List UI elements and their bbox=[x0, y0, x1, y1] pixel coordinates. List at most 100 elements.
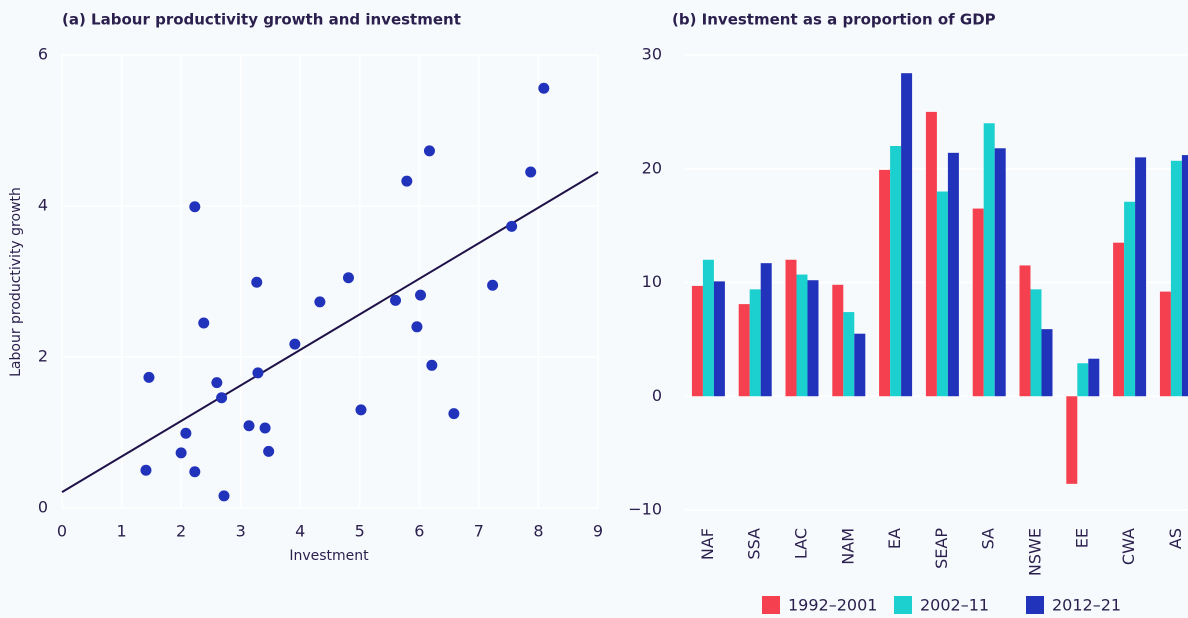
bar bbox=[785, 259, 797, 397]
x-tick-label: EE bbox=[1072, 528, 1091, 548]
bar bbox=[807, 280, 819, 397]
x-tick-label: NAF bbox=[698, 528, 717, 560]
bar bbox=[947, 152, 959, 397]
x-tick-label: 0 bbox=[57, 522, 67, 541]
x-axis-label: Investment bbox=[289, 548, 369, 564]
bar bbox=[901, 73, 913, 397]
x-tick-label: CWA bbox=[1119, 528, 1138, 565]
scatter-point bbox=[401, 175, 413, 187]
bar bbox=[1159, 291, 1171, 397]
x-tick-label: SEAP bbox=[932, 528, 951, 569]
scatter-point bbox=[143, 371, 155, 383]
x-tick-label: SA bbox=[979, 528, 998, 549]
x-tick-label: 1 bbox=[116, 522, 126, 541]
scatter-point bbox=[355, 404, 367, 416]
scatter-point bbox=[415, 289, 427, 301]
legend-label: 1992–2001 bbox=[788, 596, 877, 615]
bar bbox=[796, 274, 808, 397]
legend-label: 2012–21 bbox=[1052, 596, 1121, 615]
scatter-point bbox=[390, 294, 402, 306]
scatter-point bbox=[259, 422, 271, 434]
scatter-point bbox=[189, 201, 201, 213]
scatter-point bbox=[487, 279, 499, 291]
scatter-point bbox=[423, 145, 435, 157]
bar bbox=[1135, 157, 1147, 397]
bar bbox=[1041, 329, 1053, 397]
scatter-point bbox=[140, 464, 152, 476]
scatter-point bbox=[198, 317, 210, 329]
bar bbox=[832, 284, 844, 397]
x-tick-label: 3 bbox=[236, 522, 246, 541]
bar bbox=[713, 281, 725, 397]
bar bbox=[1066, 396, 1078, 484]
bar bbox=[994, 148, 1006, 397]
x-tick-label: 4 bbox=[295, 522, 305, 541]
legend-swatch bbox=[762, 596, 780, 614]
bar bbox=[925, 111, 937, 397]
bar bbox=[1077, 363, 1089, 397]
x-tick-label: 5 bbox=[355, 522, 365, 541]
bar bbox=[1113, 242, 1125, 397]
scatter-point bbox=[211, 377, 223, 389]
y-tick-label: 4 bbox=[38, 196, 48, 215]
x-tick-label: LAC bbox=[792, 528, 811, 559]
bar bbox=[936, 191, 948, 397]
bar bbox=[1181, 155, 1188, 397]
x-tick-label: 9 bbox=[593, 522, 603, 541]
x-tick-label: NSWE bbox=[1026, 528, 1045, 576]
scatter-point bbox=[263, 445, 275, 457]
scatter-point bbox=[448, 408, 460, 420]
bar bbox=[1170, 160, 1182, 397]
bar bbox=[1088, 358, 1100, 397]
y-tick-label: 20 bbox=[642, 158, 662, 177]
bar bbox=[1019, 265, 1031, 397]
y-tick-label: 0 bbox=[652, 386, 662, 405]
legend-swatch bbox=[1026, 596, 1044, 614]
y-tick-label: 30 bbox=[642, 45, 662, 64]
x-tick-label: SSA bbox=[745, 528, 764, 560]
scatter-point bbox=[289, 338, 301, 350]
x-tick-label: NAM bbox=[838, 528, 857, 565]
x-tick-label: 8 bbox=[533, 522, 543, 541]
bar bbox=[1030, 289, 1042, 397]
x-tick-label: 2 bbox=[176, 522, 186, 541]
x-tick-label: EA bbox=[885, 528, 904, 549]
scatter-point bbox=[506, 220, 518, 232]
bar bbox=[738, 304, 750, 397]
scatter-point bbox=[180, 427, 192, 439]
legend-label: 2002–11 bbox=[920, 596, 989, 615]
scatter-point bbox=[426, 359, 438, 371]
scatter-point bbox=[314, 296, 326, 308]
y-tick-label: 10 bbox=[642, 272, 662, 291]
scatter-point bbox=[218, 490, 230, 502]
bar bbox=[854, 333, 866, 397]
y-tick-label: −10 bbox=[628, 500, 662, 519]
panel-title: (b) Investment as a proportion of GDP bbox=[672, 11, 996, 29]
y-tick-label: 6 bbox=[38, 45, 48, 64]
y-tick-label: 2 bbox=[38, 347, 48, 366]
y-axis-label: Labour productivity growth bbox=[8, 187, 24, 377]
scatter-point bbox=[252, 367, 264, 379]
x-tick-label: 7 bbox=[474, 522, 484, 541]
scatter-point bbox=[216, 392, 228, 404]
scatter-point bbox=[342, 272, 354, 284]
bar bbox=[890, 146, 902, 397]
x-tick-label: 6 bbox=[414, 522, 424, 541]
bar bbox=[691, 285, 703, 397]
bar bbox=[702, 259, 714, 397]
bar bbox=[972, 208, 984, 397]
x-tick-label: AS bbox=[1166, 528, 1185, 549]
bar bbox=[760, 263, 772, 397]
bar bbox=[749, 289, 761, 397]
legend-swatch bbox=[894, 596, 912, 614]
scatter-point bbox=[525, 166, 537, 178]
scatter-point bbox=[175, 447, 187, 459]
panel-title: (a) Labour productivity growth and inves… bbox=[62, 11, 461, 29]
bar bbox=[1124, 201, 1136, 397]
bar bbox=[843, 312, 855, 397]
bar bbox=[879, 169, 891, 397]
bar bbox=[983, 123, 995, 397]
scatter-point bbox=[243, 420, 255, 432]
y-tick-label: 0 bbox=[38, 498, 48, 517]
